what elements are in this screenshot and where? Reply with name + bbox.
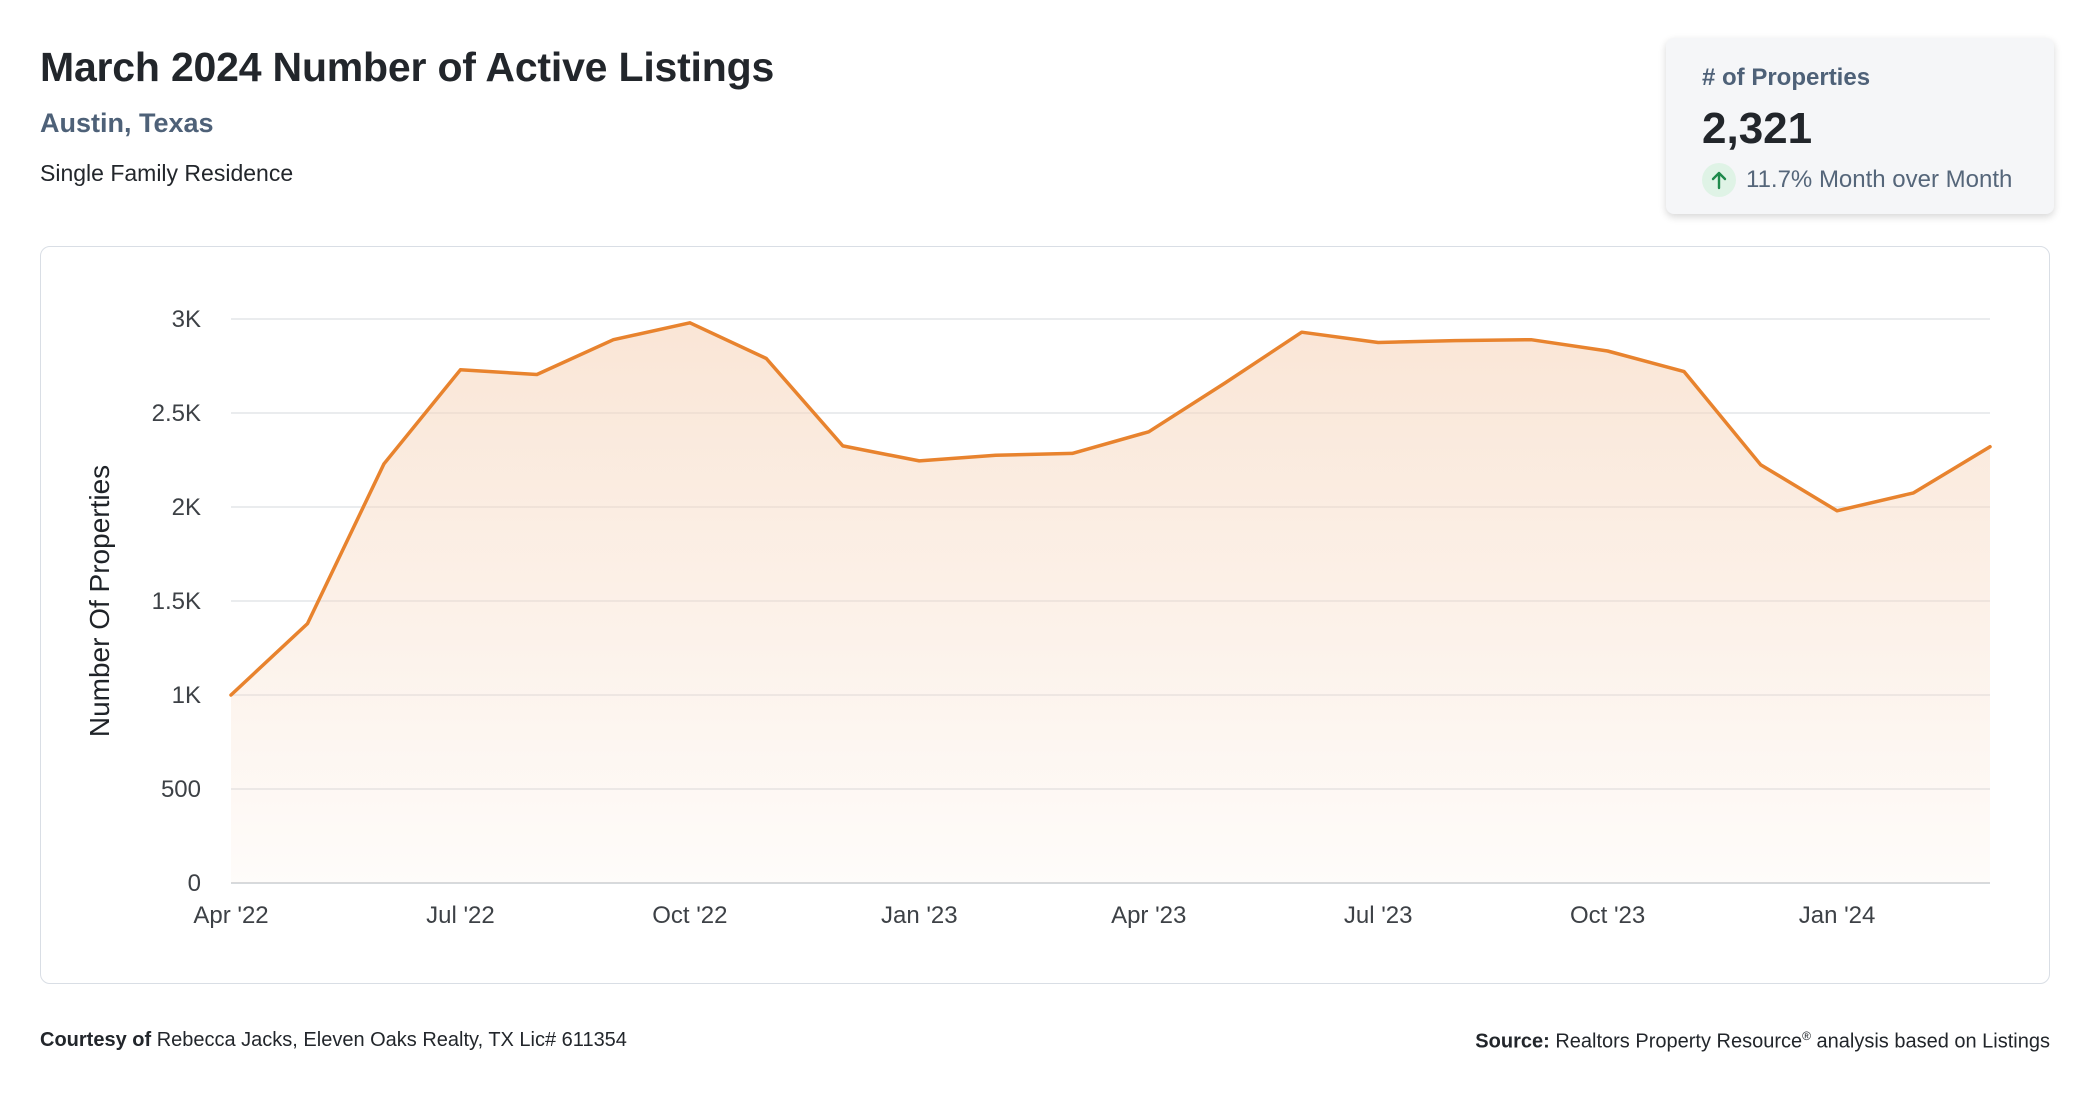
y-tick-label: 1.5K [152, 588, 201, 615]
data-point[interactable] [1223, 381, 1227, 385]
summary-value: 2,321 [1702, 104, 1813, 153]
data-point[interactable] [764, 356, 768, 360]
data-point[interactable] [382, 462, 386, 466]
y-tick-label: 500 [161, 776, 201, 803]
data-point[interactable] [229, 693, 233, 697]
source-footer: Source: Realtors Property Resource® anal… [1475, 1029, 2050, 1054]
x-tick-label: Oct '22 [652, 902, 727, 929]
y-tick-label: 1K [172, 682, 201, 709]
active-listings-chart: 0 500 1K 1.5K 2K 2.5K 3K Apr '22 Jul '22 Oct '22… [84, 306, 1992, 929]
source-label: Source: [1475, 1030, 1550, 1053]
courtesy-footer: Courtesy of Rebecca Jacks, Eleven Oaks R… [40, 1029, 627, 1052]
registered-mark: ® [1802, 1029, 1811, 1043]
change-row: 11.7% Month over Month [1702, 162, 2012, 198]
data-point[interactable] [1606, 349, 1610, 353]
x-tick-label: Apr '23 [1111, 902, 1186, 929]
data-point[interactable] [305, 622, 309, 626]
data-point[interactable] [1759, 463, 1763, 467]
data-point[interactable] [1529, 338, 1533, 342]
series-line [229, 321, 1992, 697]
summary-card: # of Properties 2,321 11.7% Month over M… [1666, 38, 2054, 214]
data-point[interactable] [1835, 509, 1839, 513]
area-fill [231, 322, 1990, 883]
x-tick-label: Jan '23 [881, 902, 958, 929]
arrow-up-icon [1702, 163, 1736, 197]
x-tick-label: Jan '24 [1799, 902, 1876, 929]
location-label: Austin, Texas [40, 108, 214, 138]
y-axis-title: Number Of Properties [84, 465, 115, 737]
data-point[interactable] [1300, 330, 1304, 334]
property-type-label: Single Family Residence [40, 160, 294, 186]
data-point[interactable] [535, 372, 539, 376]
x-tick-label: Jul '22 [426, 902, 495, 929]
data-point[interactable] [841, 444, 845, 448]
data-point[interactable] [917, 459, 921, 463]
chart-card: 0 500 1K 1.5K 2K 2.5K 3K Apr '22 Jul '22 Oct '22… [40, 246, 2050, 984]
report-title: March 2024 Number of Active Listings [40, 44, 775, 90]
data-point[interactable] [1070, 451, 1074, 455]
y-tick-label: 2K [172, 494, 201, 521]
data-point[interactable] [994, 453, 998, 457]
courtesy-label: Courtesy of [40, 1029, 152, 1051]
y-tick-label: 3K [172, 306, 201, 333]
data-line [229, 321, 1992, 697]
courtesy-text: Rebecca Jacks, Eleven Oaks Realty, TX Li… [156, 1029, 627, 1051]
y-axis-ticks: 0 500 1K 1.5K 2K 2.5K 3K [152, 306, 201, 897]
y-tick-label: 2.5K [152, 400, 201, 427]
data-point[interactable] [458, 368, 462, 372]
summary-label: # of Properties [1702, 64, 1871, 91]
data-point[interactable] [1147, 430, 1151, 434]
data-point[interactable] [1682, 370, 1686, 374]
y-tick-label: 0 [188, 870, 201, 897]
series-area [231, 322, 1990, 883]
data-point[interactable] [688, 321, 692, 325]
x-tick-label: Oct '23 [1570, 902, 1645, 929]
data-point[interactable] [1453, 339, 1457, 343]
x-tick-label: Apr '22 [193, 902, 268, 929]
source-text-post: analysis based on Listings [1810, 1030, 2051, 1053]
data-point[interactable] [1988, 445, 1992, 449]
data-point[interactable] [1376, 341, 1380, 345]
x-axis-ticks: Apr '22 Jul '22 Oct '22 Jan '23 Apr '23 Jul '… [193, 902, 1875, 929]
data-point[interactable] [611, 338, 615, 342]
source-text: Realtors Property Resource [1555, 1030, 1803, 1053]
x-tick-label: Jul '23 [1344, 902, 1413, 929]
data-point[interactable] [1912, 491, 1916, 495]
change-text: 11.7% Month over Month [1746, 166, 2013, 193]
